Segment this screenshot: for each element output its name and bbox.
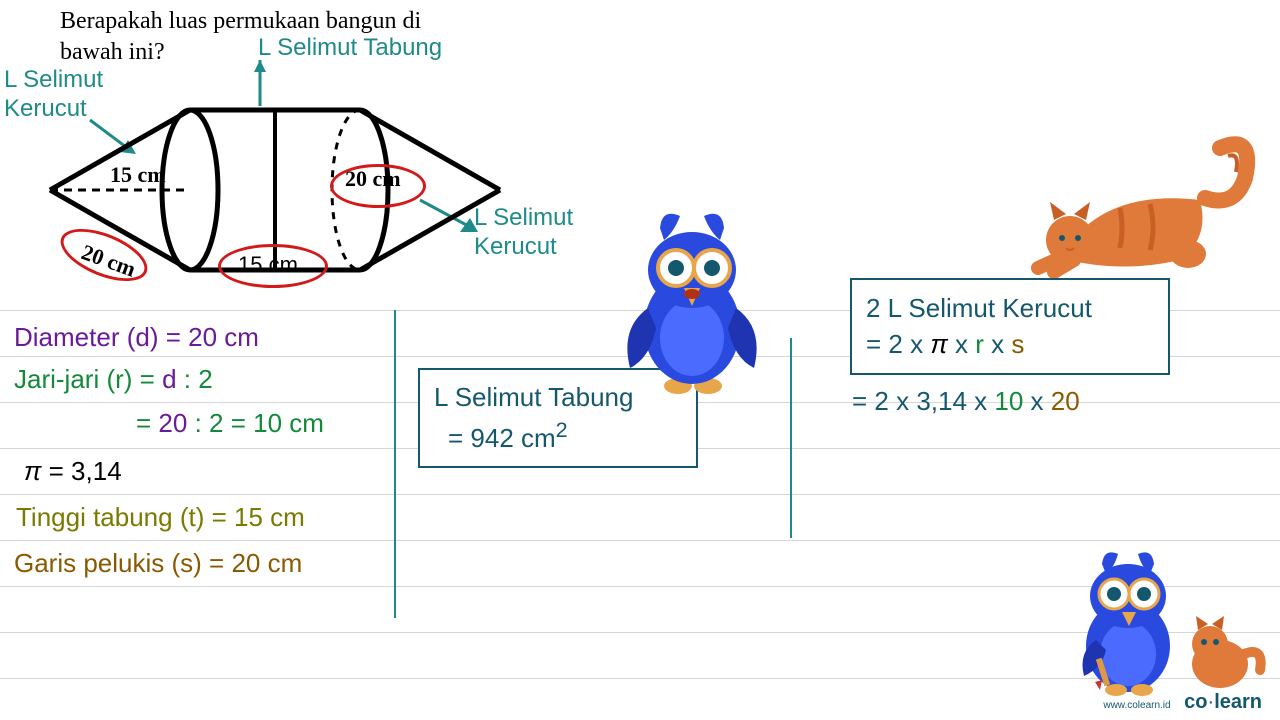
dim-15-bottom: 15 cm [238,252,298,278]
box-kerucut-formula: 2 L Selimut Kerucut = 2 x π x r x s [850,278,1170,375]
brand-url: www.colearn.id [1103,700,1170,711]
highlight-circle-right [330,164,426,208]
eq-garis: Garis pelukis (s) = 20 cm [14,548,302,579]
eq-diameter: Diameter (d) = 20 cm [14,322,259,353]
brand-footer: www.colearn.id co·learn [1103,691,1262,714]
eq-radius2: = 20 : 2 = 10 cm [136,408,324,439]
eq-kerucut-calc: = 2 x 3,14 x 10 x 20 [852,386,1080,417]
cat-stretch-icon [1030,128,1260,278]
math-slide: { "layout": { "width": 1280, "height": 7… [0,0,1280,720]
owl-cat-footer-icon [1060,540,1270,700]
eq-radius1: Jari-jari (r) = d : 2 [14,364,213,395]
box-tabung-line2: = 942 cm2 [434,415,682,456]
box-kerucut-line2: = 2 x π x r x s [866,326,1154,362]
owl-mascot-icon [600,198,780,398]
eq-pi: π = 3,14 [24,456,122,487]
brand-co: co [1184,691,1207,713]
divider-1 [394,310,396,618]
question-line1: Berapakah luas permukaan bangun di [60,6,421,37]
brand-learn: learn [1214,691,1262,713]
divider-2 [790,338,792,538]
svg-text:15 cm: 15 cm [110,162,166,187]
eq-tinggi: Tinggi tabung (t) = 15 cm [16,502,305,533]
seg: Diameter (d) = [14,322,188,352]
label-tabung-top: L Selimut Tabung [258,34,442,62]
box-kerucut-line1: 2 L Selimut Kerucut [866,290,1154,326]
